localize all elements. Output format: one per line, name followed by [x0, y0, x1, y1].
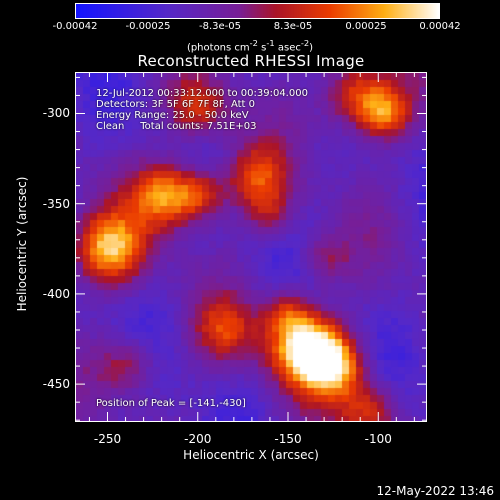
annotation-clean-counts: Clean Total counts: 7.51E+03 [96, 121, 257, 132]
y-tick-label: -350 [42, 196, 70, 211]
annotation-detectors: Detectors: 3F 5F 6F 7F 8F, Att 0 [96, 99, 256, 110]
annotation-time-range: 12-Jul-2012 00:33:12.000 to 00:39:04.000 [96, 88, 308, 99]
plot-area: 12-Jul-2012 00:33:12.000 to 00:39:04.000… [75, 72, 427, 422]
colorbar-tick: -8.3e-05 [199, 21, 241, 32]
colorbar-tick: 0.00042 [419, 21, 461, 32]
colorbar-tick: -0.00042 [52, 21, 98, 32]
colorbar-tick: 8.3e-05 [273, 21, 313, 32]
annotation-peak-position: Position of Peak = [-141,-430] [96, 398, 246, 409]
x-axis-label: Heliocentric X (arcsec) [183, 448, 319, 462]
footer-timestamp: 12-May-2022 13:46 [376, 484, 494, 498]
x-tick-label: -250 [93, 432, 122, 446]
y-tick-label: -400 [42, 286, 70, 301]
x-tick-label: -100 [364, 432, 392, 446]
x-tick-label: -200 [184, 432, 212, 446]
y-tick-label: -450 [42, 377, 70, 392]
heatmap-image [76, 73, 426, 421]
chart-title: Reconstructed RHESSI Image [137, 52, 365, 70]
colorbar [75, 3, 440, 19]
colorbar-tick: 0.00025 [345, 21, 387, 32]
y-axis-label: Heliocentric Y (arcsec) [15, 176, 29, 312]
colorbar-units: (photons cm-2 s-1 asec-2) [186, 38, 314, 54]
y-tick-label: -300 [42, 106, 70, 121]
x-tick-label: -150 [274, 432, 302, 446]
colorbar-tick: -0.00025 [125, 21, 171, 32]
annotation-energy-range: Energy Range: 25.0 - 50.0 keV [96, 110, 249, 121]
